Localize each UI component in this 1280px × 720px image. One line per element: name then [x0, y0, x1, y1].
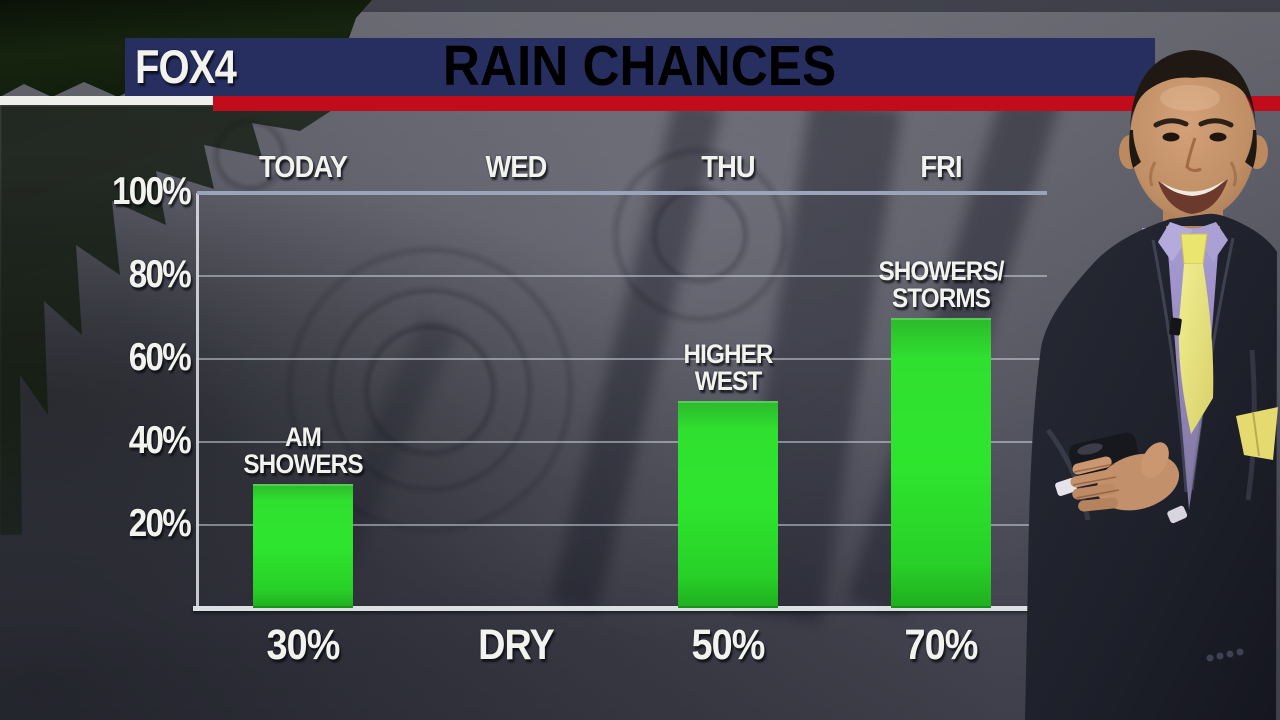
y-axis-tick-label: 60%: [128, 336, 192, 379]
day-header: WED: [485, 149, 547, 184]
hands-with-clicker: [1055, 432, 1188, 524]
rain-bar: [678, 400, 779, 608]
collar-right: [1193, 222, 1228, 262]
y-axis-tick-label: 20%: [128, 502, 192, 545]
bar-value-label: DRY: [477, 621, 555, 669]
thumb: [1141, 442, 1169, 478]
left-lapel-edge: [1151, 239, 1188, 493]
shirt-cuff-right: [1167, 505, 1188, 524]
left-eyebrow: [1153, 118, 1189, 128]
bar-annotation: AM SHOWERS: [243, 421, 364, 479]
sleeve-buttons: [1206, 648, 1244, 662]
weather-presenter: [1025, 50, 1278, 720]
tie: [1178, 264, 1214, 434]
bar-annotation: HIGHER WEST: [683, 338, 774, 396]
right-eye: [1209, 132, 1227, 142]
bar-value-label: 50%: [691, 621, 766, 669]
gridline: [197, 275, 1047, 277]
gridline: [197, 358, 1047, 360]
header-bar: FOX4 RAIN CHANCES: [125, 38, 1155, 96]
presenter-head: [1119, 50, 1268, 230]
microphone-clip: [1169, 317, 1182, 336]
left-eye: [1162, 132, 1180, 142]
nose: [1185, 137, 1202, 173]
red-accent-stripe: [213, 96, 1280, 111]
white-accent-stripe: [0, 96, 213, 105]
rain-bar: [253, 483, 354, 608]
y-axis-tick-label: 100%: [112, 170, 192, 213]
y-axis-tick-label: 80%: [128, 253, 192, 296]
rain-bar: [890, 317, 991, 608]
bar-value-label: 30%: [266, 621, 341, 669]
gridline: [197, 191, 1047, 195]
pocket-square: [1236, 407, 1278, 460]
bar-value-label: 70%: [904, 621, 978, 669]
collar-left: [1158, 222, 1193, 262]
day-header: TODAY: [259, 149, 348, 184]
hair: [1130, 50, 1256, 135]
right-eyebrow: [1198, 118, 1234, 128]
y-axis-line: [196, 193, 199, 609]
day-header: FRI: [920, 149, 962, 184]
gridline: [197, 524, 1047, 526]
y-axis-tick-label: 40%: [128, 419, 192, 462]
page-title-text: RAIN CHANCES: [443, 34, 837, 98]
bar-annotation: SHOWERS/STORMS: [878, 255, 1004, 313]
header-banner: FOX4 RAIN CHANCES: [0, 0, 1280, 120]
teeth: [1161, 180, 1225, 196]
gridline: [197, 441, 1047, 443]
day-header: THU: [701, 149, 756, 184]
x-axis-line: [193, 606, 1045, 611]
mouth: [1158, 179, 1228, 214]
page-title: RAIN CHANCES: [125, 38, 1155, 96]
tie-knot: [1180, 233, 1208, 265]
fox4-logo: FOX4: [135, 40, 237, 93]
